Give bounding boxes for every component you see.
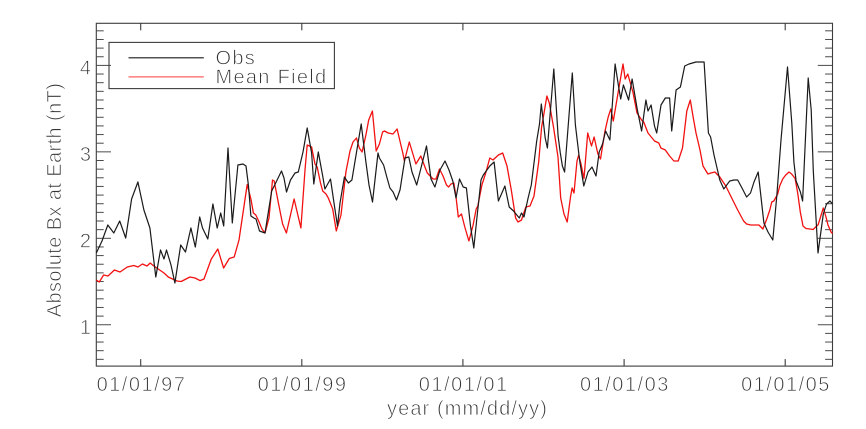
svg-text:01/01/05: 01/01/05: [741, 374, 831, 396]
svg-text:1: 1: [80, 317, 93, 339]
svg-text:2: 2: [80, 230, 93, 252]
svg-text:3: 3: [80, 144, 93, 166]
svg-text:Mean Field: Mean Field: [216, 67, 328, 89]
svg-text:01/01/03: 01/01/03: [580, 374, 670, 396]
svg-text:01/01/99: 01/01/99: [258, 374, 348, 396]
svg-text:Obs: Obs: [216, 48, 257, 70]
svg-text:year (mm/dd/yy): year (mm/dd/yy): [387, 398, 548, 420]
svg-text:01/01/97: 01/01/97: [97, 374, 187, 396]
svg-text:01/01/01: 01/01/01: [419, 374, 509, 396]
svg-text:4: 4: [80, 58, 93, 80]
svg-text:Absolute Bx at Earth (nT): Absolute Bx at Earth (nT): [44, 83, 66, 318]
